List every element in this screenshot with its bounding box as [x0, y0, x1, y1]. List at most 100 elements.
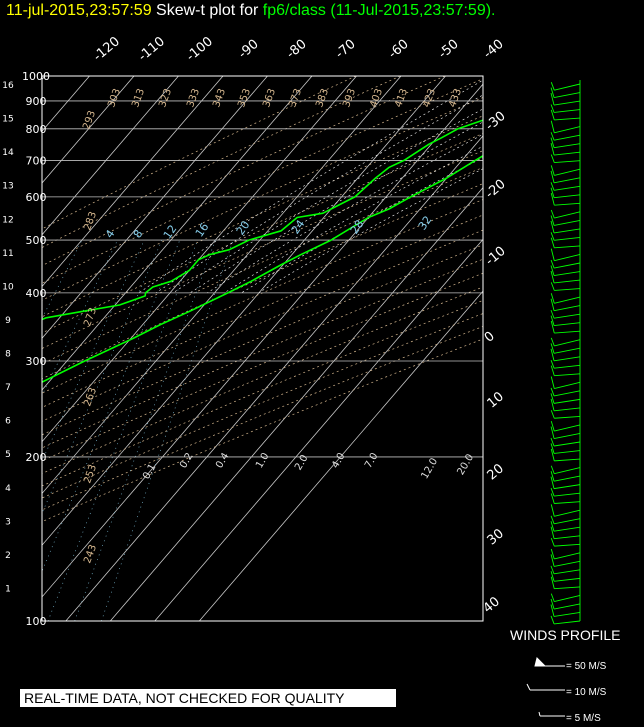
winds-profile-title: WINDS PROFILE: [510, 627, 621, 643]
wind-barb-flag: [550, 398, 555, 411]
wind-barb: [553, 143, 581, 149]
wind-barb-flag: [550, 593, 555, 602]
dry-adiabat-label: 243: [82, 543, 99, 565]
temperature-tick-label: -90: [236, 37, 262, 62]
wind-barb-flag: [550, 343, 555, 354]
height-tick-label: 16: [2, 81, 14, 91]
height-tick-label: 7: [5, 383, 11, 393]
wind-barb: [553, 100, 581, 106]
pressure-tick-label: 700: [26, 154, 47, 167]
temperature-tick-label: -50: [436, 37, 462, 62]
moist-adiabat-lines: [138, 79, 483, 294]
temperature-tick-label: 20: [485, 461, 507, 483]
wind-barbs: [550, 80, 581, 625]
wind-barb: [553, 569, 581, 575]
title-time: 11-jul-2015,23:57:59: [6, 2, 152, 19]
wind-barb-flag: [550, 443, 555, 454]
height-tick-label: 12: [2, 215, 13, 225]
wind-barb-flag: [550, 187, 555, 198]
height-tick-label: 14: [2, 148, 14, 158]
pressure-tick-label: 1000: [22, 70, 50, 83]
title-source: fp6/class: [262, 2, 326, 19]
wind-barb-flag: [550, 259, 555, 269]
height-tick-label: 11: [2, 249, 13, 259]
wind-barb: [554, 458, 581, 462]
wind-barb: [554, 322, 581, 327]
wind-barb-flag: [550, 209, 555, 219]
dry-adiabat-line: [42, 313, 483, 499]
wind-barb: [554, 407, 581, 412]
pressure-tick-label: 400: [26, 287, 47, 300]
wind-legend-10: = 10 M/S: [566, 687, 607, 698]
isotherm-line: [42, 76, 313, 391]
dry-adiabat-label: 433: [447, 87, 464, 109]
wind-barb: [554, 373, 581, 377]
wind-barb: [553, 262, 581, 269]
mixing-ratio-label: 32: [416, 214, 435, 233]
wind-barb-flag: [550, 87, 555, 98]
dry-adiabat-label: 363: [261, 87, 278, 109]
mixing-ratio-lines: [42, 239, 234, 621]
plot-frame: [41, 75, 484, 622]
wind-barb-flag: [550, 170, 555, 183]
wind-barb: [554, 586, 581, 590]
legend-barb-50: [534, 657, 565, 667]
temperature-tick-label: -100: [184, 34, 216, 64]
wind-barb: [554, 450, 581, 454]
wind-barb-flag: [550, 165, 555, 176]
wind-barb: [553, 390, 581, 397]
moist-adiabat-line: [258, 168, 483, 294]
plot-title: 11-jul-2015,23:57:59 Skew-t plot for fp6…: [6, 2, 496, 20]
wind-barb-flag: [550, 537, 555, 547]
height-tick-label: 15: [2, 115, 13, 125]
isotherm-line: [42, 76, 357, 443]
wind-barb: [553, 177, 581, 184]
temperature-profile-line: [42, 154, 483, 384]
pressure-tick-label: 900: [26, 95, 47, 108]
moist-adiabat-line: [155, 94, 483, 294]
pressure-tick-label: 200: [26, 451, 47, 464]
temperature-tick-label: -30: [483, 109, 509, 134]
dry-adiabat-label: 303: [106, 87, 123, 109]
wind-barb-flag: [550, 337, 555, 347]
wind-barb: [554, 467, 581, 475]
wind-barb: [553, 271, 581, 276]
temperature-tick-label: -40: [481, 37, 507, 62]
wind-barb-flag: [550, 237, 555, 248]
wind-barb-flag: [550, 476, 555, 489]
moist-adiabat-label: 7.0: [363, 451, 380, 470]
wind-barb: [553, 441, 581, 447]
wind-barb-flag: [550, 526, 555, 539]
wind-legend-barbs: [526, 657, 565, 717]
wind-barb: [554, 543, 581, 547]
wind-legend-5: = 5 M/S: [566, 713, 601, 724]
mixing-ratio-line: [42, 239, 118, 397]
wind-barb: [554, 151, 581, 156]
legend-barb-10: [526, 683, 565, 691]
wind-barb: [554, 117, 581, 121]
sounding-lines: [42, 119, 483, 384]
wind-barb-flag: [550, 248, 555, 261]
wind-barb-flag: [550, 493, 555, 504]
wind-barb-flag: [550, 365, 555, 376]
wind-barb-flag: [550, 426, 555, 439]
wind-barb-flag: [550, 465, 555, 474]
dry-adiabat-label: 373: [287, 87, 304, 109]
wind-barb: [554, 364, 581, 369]
moist-adiabat-label: 1.0: [254, 451, 271, 470]
wind-barb: [554, 160, 581, 163]
wind-barb: [554, 415, 581, 419]
legend-barb-5: [538, 711, 565, 717]
wind-barb-flag: [550, 193, 555, 206]
isotherm-line: [42, 76, 179, 236]
title-text: Skew-t plot for: [156, 2, 259, 19]
height-tick-label: 6: [5, 417, 11, 427]
isotherm-line: [42, 76, 224, 288]
moist-adiabat-label: 0.4: [214, 451, 231, 470]
moist-adiabat-label: 2.0: [293, 453, 310, 472]
temperature-tick-label: -110: [136, 34, 168, 64]
pressure-tick-label: 500: [26, 234, 47, 247]
wind-barb-flag: [550, 142, 555, 156]
dry-adiabat-label: 263: [82, 386, 99, 408]
